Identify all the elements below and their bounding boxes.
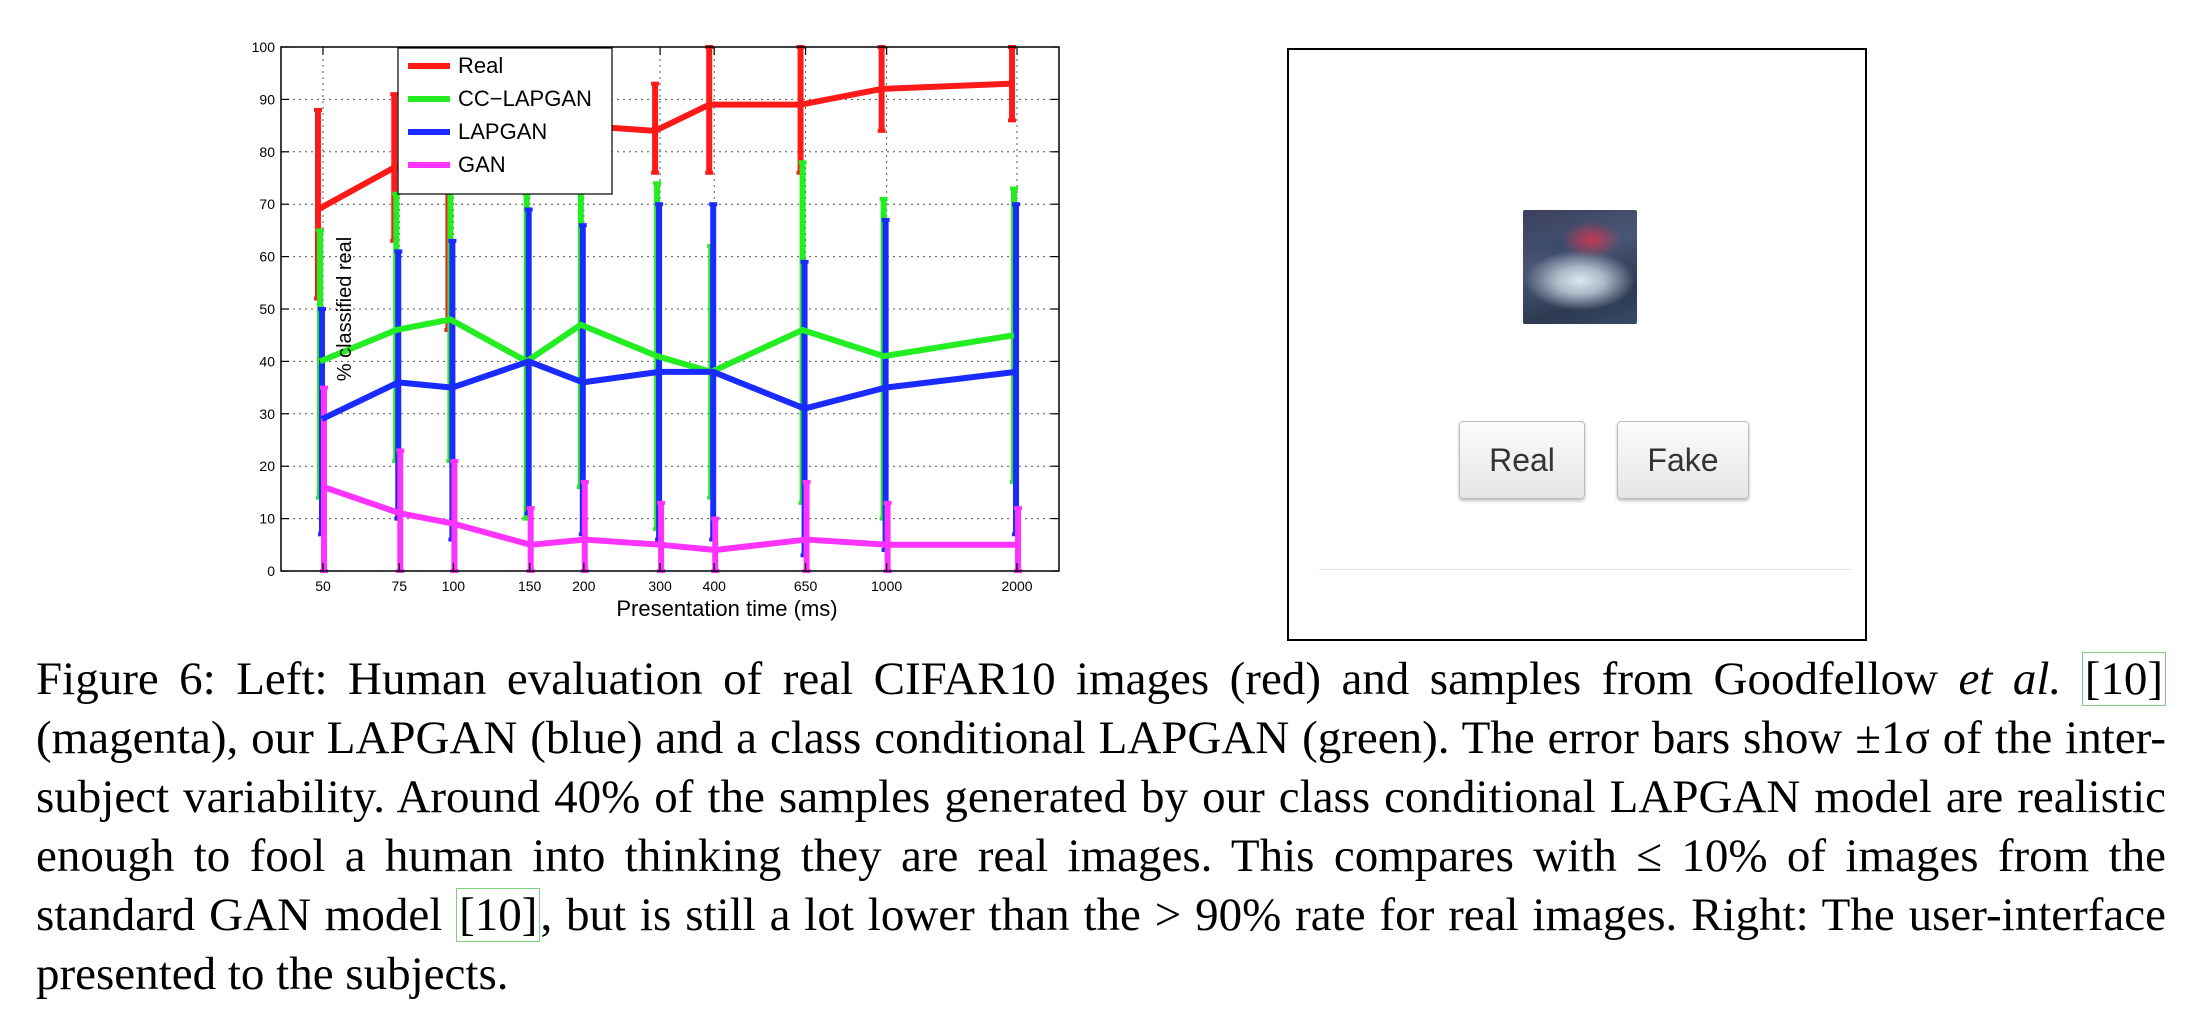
caption-part-4: , but is still a lot lower than the > 90…	[36, 889, 2166, 1000]
y-tick-label: 20	[259, 458, 275, 474]
x-tick-label: 200	[572, 578, 596, 594]
caption-et-al: et al.	[1958, 653, 2062, 705]
y-tick-label: 10	[259, 511, 275, 527]
y-tick-label: 50	[259, 301, 275, 317]
y-axis-label: % classified real	[334, 237, 356, 382]
x-tick-label: 50	[315, 578, 331, 594]
legend: Real CC−LAPGAN LAPGAN GAN	[397, 47, 613, 195]
grid	[281, 47, 1059, 571]
x-tick-label: 1000	[871, 578, 902, 594]
y-tick-label: 100	[252, 39, 276, 55]
legend-label: GAN	[458, 152, 506, 177]
caption-part-1: Figure 6: Left: Human evaluation of real…	[36, 653, 1959, 705]
evaluation-ui-panel: Real Fake	[1287, 48, 1867, 641]
figure-caption: Figure 6: Left: Human evaluation of real…	[36, 650, 2167, 1004]
y-tick-label: 0	[267, 563, 275, 579]
x-tick-label: 300	[648, 578, 672, 594]
x-tick-label: 2000	[1001, 578, 1032, 594]
y-tick-label: 80	[259, 144, 275, 160]
divider	[1319, 569, 1851, 570]
legend-label: CC−LAPGAN	[458, 86, 592, 111]
x-tick-label: 650	[794, 578, 818, 594]
sample-image	[1523, 210, 1637, 324]
x-tick-label: 150	[518, 578, 542, 594]
y-tick-label: 40	[259, 353, 275, 369]
series-line	[318, 316, 1015, 375]
y-tick-label: 90	[259, 91, 275, 107]
x-tick-label: 100	[442, 578, 466, 594]
caption-part-2	[2061, 653, 2081, 705]
citation-link[interactable]: [10]	[456, 888, 541, 942]
fake-button[interactable]: Fake	[1617, 421, 1749, 499]
caption-part-3: (magenta), our LAPGAN (blue) and a class…	[36, 712, 2166, 941]
axis-ticks: 0 10 20 30 40 50 60 70 80 90 100 50 75 100 150 200 300 40…	[252, 39, 1059, 594]
y-tick-label: 30	[259, 406, 275, 422]
series-line	[323, 484, 1019, 554]
legend-box	[397, 47, 613, 195]
legend-label: Real	[458, 53, 503, 78]
x-tick-label: 400	[703, 578, 727, 594]
y-tick-label: 60	[259, 249, 275, 265]
citation-link[interactable]: [10]	[2081, 652, 2167, 706]
chart: 0 10 20 30 40 50 60 70 80 90 100 50 75 100 150 200 300 40…	[252, 39, 1060, 621]
y-tick-label: 70	[259, 196, 275, 212]
x-axis-label: Presentation time (ms)	[616, 596, 837, 621]
real-button[interactable]: Real	[1459, 421, 1585, 499]
legend-label: LAPGAN	[458, 119, 547, 144]
x-tick-label: 75	[391, 578, 407, 594]
series-line	[320, 358, 1017, 422]
